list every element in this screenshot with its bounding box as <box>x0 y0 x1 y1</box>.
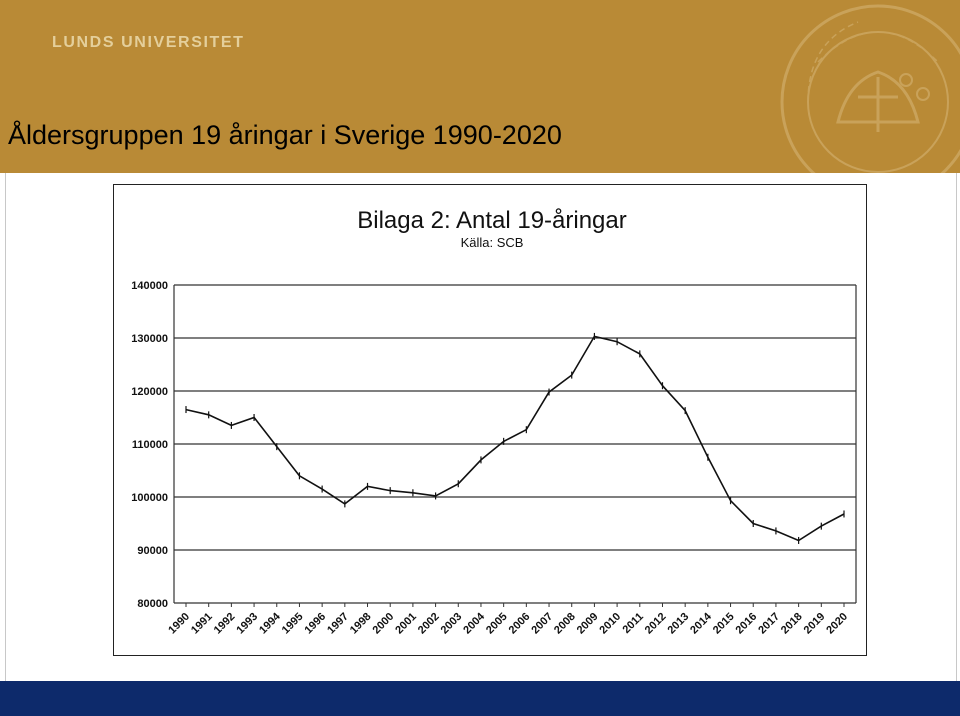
slide-title: Åldersgruppen 19 åringar i Sverige 1990-… <box>8 120 562 150</box>
x-tick-label: 1995 <box>280 611 306 637</box>
x-tick-label: 1990 <box>166 611 192 637</box>
x-tick-label: 1991 <box>189 611 215 637</box>
plot-frame <box>173 285 857 603</box>
x-tick-label: 2019 <box>802 611 828 637</box>
chart-subtitle: Källa: SCB <box>461 235 524 250</box>
y-tick-label: 100000 <box>131 492 168 504</box>
x-tick-label: 2003 <box>439 611 465 637</box>
x-tick-label: 2005 <box>484 611 510 637</box>
x-tick-label: 1996 <box>302 611 328 637</box>
x-tick-label: 1992 <box>212 611 238 637</box>
x-tick-label: 1998 <box>348 611 374 637</box>
y-tick-label: 80000 <box>137 598 168 610</box>
y-tick-label: 140000 <box>131 280 168 292</box>
x-tick-label: 2011 <box>621 611 646 636</box>
y-tick-label: 90000 <box>137 545 168 557</box>
x-tick-label: 2013 <box>665 611 691 637</box>
x-tick-label: 2008 <box>552 611 578 637</box>
series-layer <box>185 332 845 544</box>
x-tick-label: 2016 <box>734 611 760 637</box>
y-axis-ticks: 140000 130000 120000 110000 100000 90000 80000 <box>131 280 168 610</box>
y-tick-label: 120000 <box>131 386 168 398</box>
x-tick-label: 1993 <box>234 611 260 637</box>
x-tick-label: 2007 <box>529 611 555 637</box>
line-chart: Bilaga 2: Antal 19-åringar Källa: SCB 14… <box>131 207 857 636</box>
x-tick-label: 1997 <box>325 611 351 637</box>
chart-frame: Bilaga 2: Antal 19-åringar Källa: SCB 14… <box>113 184 867 656</box>
university-name: LUNDS UNIVERSITET <box>52 34 245 51</box>
x-tick-label: 2015 <box>711 611 737 637</box>
x-tick-label: 2017 <box>756 611 782 637</box>
slide-footer <box>0 681 960 716</box>
x-tick-label: 2000 <box>371 611 397 637</box>
y-tick-label: 130000 <box>131 333 168 345</box>
university-seal-icon <box>780 4 960 173</box>
gridlines <box>174 284 856 604</box>
chart-title: Bilaga 2: Antal 19-åringar <box>357 207 627 234</box>
x-tick-label: 2002 <box>416 611 442 637</box>
x-tick-label: 2009 <box>575 611 601 637</box>
series-line <box>185 335 845 542</box>
x-tick-label: 2006 <box>507 611 533 637</box>
x-tick-label: 2001 <box>393 611 419 637</box>
x-axis-ticks: 1990199119921993199419951996199719982000… <box>166 603 850 636</box>
slide-header: LUNDS UNIVERSITET Åldersgruppen 19 åring… <box>0 0 960 173</box>
x-tick-label: 2012 <box>643 611 669 637</box>
y-tick-label: 110000 <box>132 439 168 451</box>
x-tick-label: 2010 <box>597 611 623 637</box>
x-tick-label: 2018 <box>779 611 805 637</box>
x-tick-label: 2020 <box>824 611 850 637</box>
x-tick-label: 2004 <box>461 610 487 636</box>
x-tick-label: 2014 <box>688 610 714 636</box>
x-tick-label: 1994 <box>257 610 283 636</box>
